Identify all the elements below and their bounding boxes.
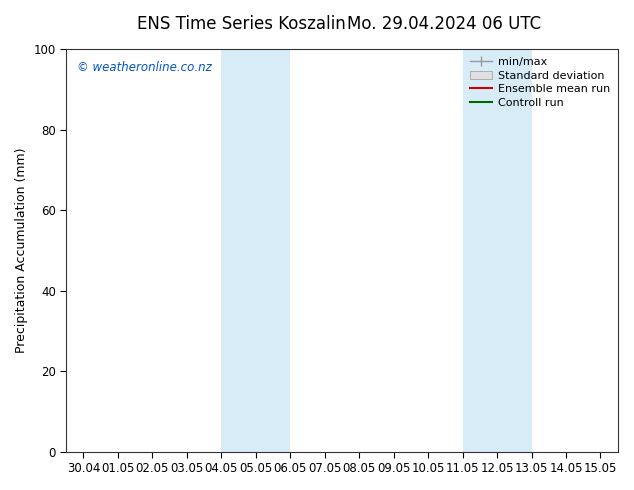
Legend: min/max, Standard deviation, Ensemble mean run, Controll run: min/max, Standard deviation, Ensemble me…: [468, 55, 612, 110]
Y-axis label: Precipitation Accumulation (mm): Precipitation Accumulation (mm): [15, 148, 28, 353]
Text: ENS Time Series Koszalin: ENS Time Series Koszalin: [136, 15, 346, 33]
Text: Mo. 29.04.2024 06 UTC: Mo. 29.04.2024 06 UTC: [347, 15, 541, 33]
Bar: [221, 49, 290, 452]
Bar: [463, 49, 531, 452]
Text: © weatheronline.co.nz: © weatheronline.co.nz: [77, 61, 212, 74]
